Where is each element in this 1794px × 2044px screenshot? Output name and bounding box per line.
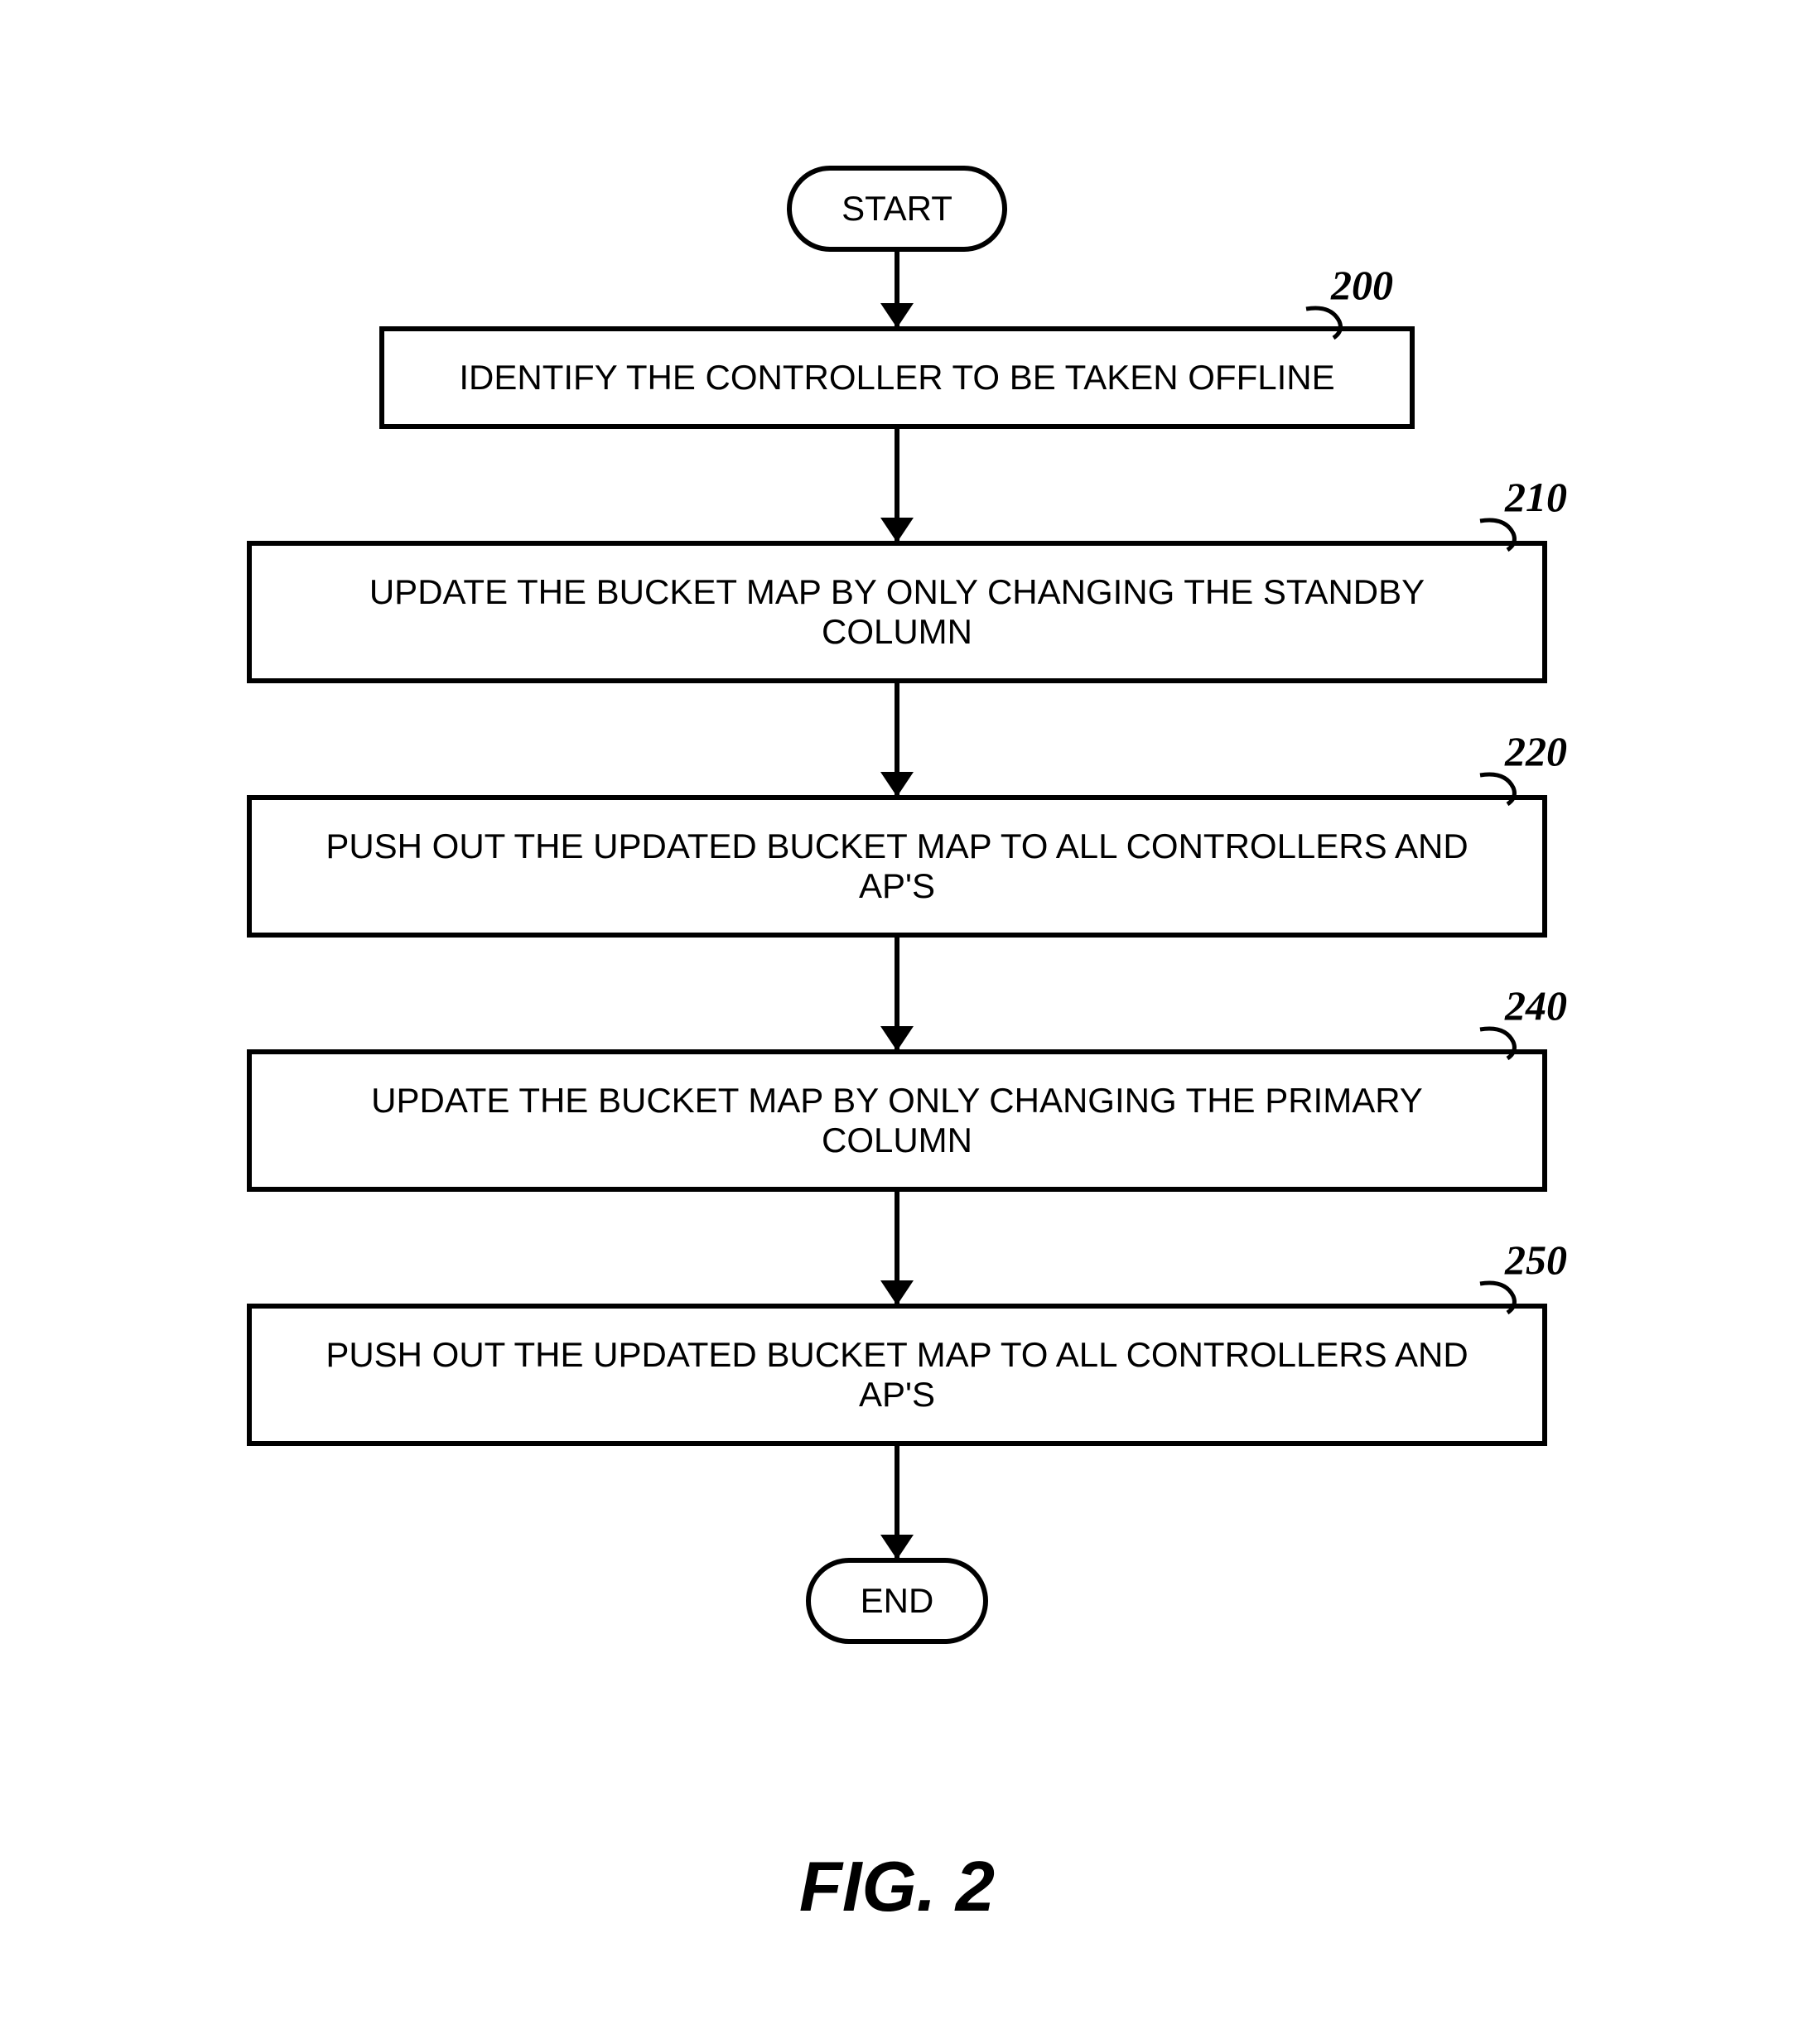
arrow-connector [895,938,899,1049]
ref-number-210: 210 [1505,473,1567,521]
start-label: START [842,189,952,228]
step-text: PUSH OUT THE UPDATED BUCKET MAP TO ALL C… [326,827,1468,905]
ref-hook-icon [1476,517,1526,554]
ref-hook-icon [1476,1025,1526,1063]
step-text: PUSH OUT THE UPDATED BUCKET MAP TO ALL C… [326,1335,1468,1414]
figure-label: FIG. 2 [799,1847,995,1928]
arrow-connector [895,252,899,326]
end-terminal: END [806,1558,989,1644]
step-text: UPDATE THE BUCKET MAP BY ONLY CHANGING T… [369,572,1425,651]
arrow-connector [895,429,899,541]
arrow-connector [895,1192,899,1304]
arrow-connector [895,1446,899,1558]
process-step-220: PUSH OUT THE UPDATED BUCKET MAP TO ALL C… [247,795,1547,938]
process-step-200: IDENTIFY THE CONTROLLER TO BE TAKEN OFFL… [379,326,1415,429]
process-step-250: PUSH OUT THE UPDATED BUCKET MAP TO ALL C… [247,1304,1547,1446]
ref-number-250: 250 [1505,1236,1567,1284]
process-step-210: UPDATE THE BUCKET MAP BY ONLY CHANGING T… [247,541,1547,683]
ref-number-200: 200 [1331,261,1393,309]
step-text: IDENTIFY THE CONTROLLER TO BE TAKEN OFFL… [459,358,1334,397]
ref-hook-icon [1476,1280,1526,1317]
step-text: UPDATE THE BUCKET MAP BY ONLY CHANGING T… [371,1081,1423,1159]
end-label: END [861,1581,934,1620]
ref-number-220: 220 [1505,727,1567,775]
flowchart-container: START IDENTIFY THE CONTROLLER TO BE TAKE… [247,166,1547,1644]
arrow-connector [895,683,899,795]
ref-hook-icon [1476,771,1526,808]
ref-number-240: 240 [1505,981,1567,1029]
ref-hook-icon [1302,305,1352,342]
start-terminal: START [787,166,1007,252]
process-step-240: UPDATE THE BUCKET MAP BY ONLY CHANGING T… [247,1049,1547,1192]
